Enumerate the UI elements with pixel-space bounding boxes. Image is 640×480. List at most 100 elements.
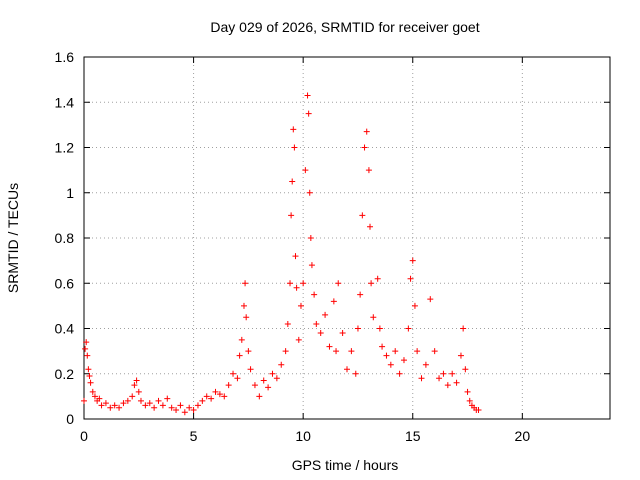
data-point <box>84 352 91 359</box>
data-point <box>287 280 294 287</box>
data-point <box>307 235 314 241</box>
data-point <box>400 357 407 364</box>
y-tick-label: 0.8 <box>55 230 75 246</box>
data-point <box>462 366 469 373</box>
y-tick-label: 0.4 <box>55 321 75 337</box>
data-point <box>322 311 329 318</box>
data-point <box>290 126 297 133</box>
data-point <box>295 336 302 343</box>
data-point <box>464 388 471 395</box>
data-point <box>288 212 295 219</box>
y-tick-label: 1.6 <box>55 49 75 65</box>
data-point <box>177 402 184 409</box>
chart-title: Day 029 of 2026, SRMTID for receiver goe… <box>210 19 479 35</box>
data-point <box>282 348 289 355</box>
data-point <box>89 388 96 395</box>
data-point <box>326 343 333 350</box>
data-point <box>359 212 366 219</box>
data-point <box>151 404 158 411</box>
data-point <box>333 348 340 355</box>
data-point <box>116 404 123 411</box>
data-point <box>427 296 434 303</box>
data-point <box>374 275 381 282</box>
data-point <box>242 280 249 287</box>
data-point <box>418 375 425 382</box>
data-point <box>142 402 149 409</box>
data-point <box>302 167 309 174</box>
data-point <box>129 393 136 400</box>
data-point <box>203 393 210 400</box>
data-point <box>383 352 390 359</box>
y-tick-label: 0 <box>66 411 74 427</box>
data-point <box>460 325 467 332</box>
data-point <box>107 404 114 411</box>
data-point <box>387 361 394 368</box>
data-point <box>291 144 298 151</box>
data-point <box>317 330 324 337</box>
data-point <box>449 370 456 377</box>
data-point <box>173 406 180 413</box>
data-point <box>300 280 307 287</box>
data-point <box>168 404 175 411</box>
data-point <box>269 370 276 377</box>
data-point <box>243 314 250 321</box>
data-point <box>293 284 300 291</box>
y-tick-label: 0.2 <box>55 366 75 382</box>
data-point <box>357 291 364 298</box>
data-point <box>190 406 197 413</box>
data-point <box>407 275 414 282</box>
data-point <box>278 361 285 368</box>
data-points <box>81 92 482 416</box>
plot-frame <box>83 56 611 420</box>
data-point <box>159 402 166 409</box>
data-point <box>124 397 131 404</box>
data-point <box>86 373 93 380</box>
data-point <box>304 92 311 99</box>
data-point <box>392 348 399 355</box>
data-point <box>422 361 429 368</box>
data-point <box>120 400 127 407</box>
x-tick-label: 0 <box>80 428 88 444</box>
data-point <box>339 330 346 337</box>
data-point <box>363 128 370 135</box>
data-point <box>313 320 320 327</box>
data-point <box>199 397 206 404</box>
data-point <box>87 379 94 386</box>
y-axis-label: SRMTID / TECUs <box>5 183 21 293</box>
data-point <box>230 370 237 377</box>
data-point <box>135 388 142 395</box>
data-point <box>164 395 171 402</box>
data-point <box>155 397 162 404</box>
data-point <box>273 375 280 382</box>
x-axis-label: GPS time / hours <box>292 457 399 473</box>
data-point <box>305 110 312 117</box>
data-point <box>457 352 464 359</box>
data-point <box>96 395 103 402</box>
data-point <box>311 291 318 298</box>
data-point <box>367 223 374 230</box>
data-point <box>260 377 267 384</box>
data-point <box>368 280 375 287</box>
data-point <box>405 325 412 332</box>
data-point <box>256 393 263 400</box>
data-point <box>292 253 299 260</box>
data-point <box>236 352 243 359</box>
x-tick-label: 5 <box>190 428 198 444</box>
data-point <box>194 402 201 409</box>
data-point <box>376 325 383 332</box>
y-tick-label: 1.4 <box>55 94 75 110</box>
data-point <box>247 366 254 373</box>
data-point <box>137 397 144 404</box>
data-point <box>440 370 447 377</box>
data-point <box>370 314 377 321</box>
grid <box>84 57 610 419</box>
data-point <box>133 377 140 384</box>
data-point <box>208 395 215 402</box>
data-point <box>146 400 153 407</box>
data-point <box>98 402 105 409</box>
data-point <box>81 397 87 404</box>
data-point <box>234 375 241 382</box>
data-point <box>186 404 193 411</box>
data-point <box>335 280 342 287</box>
